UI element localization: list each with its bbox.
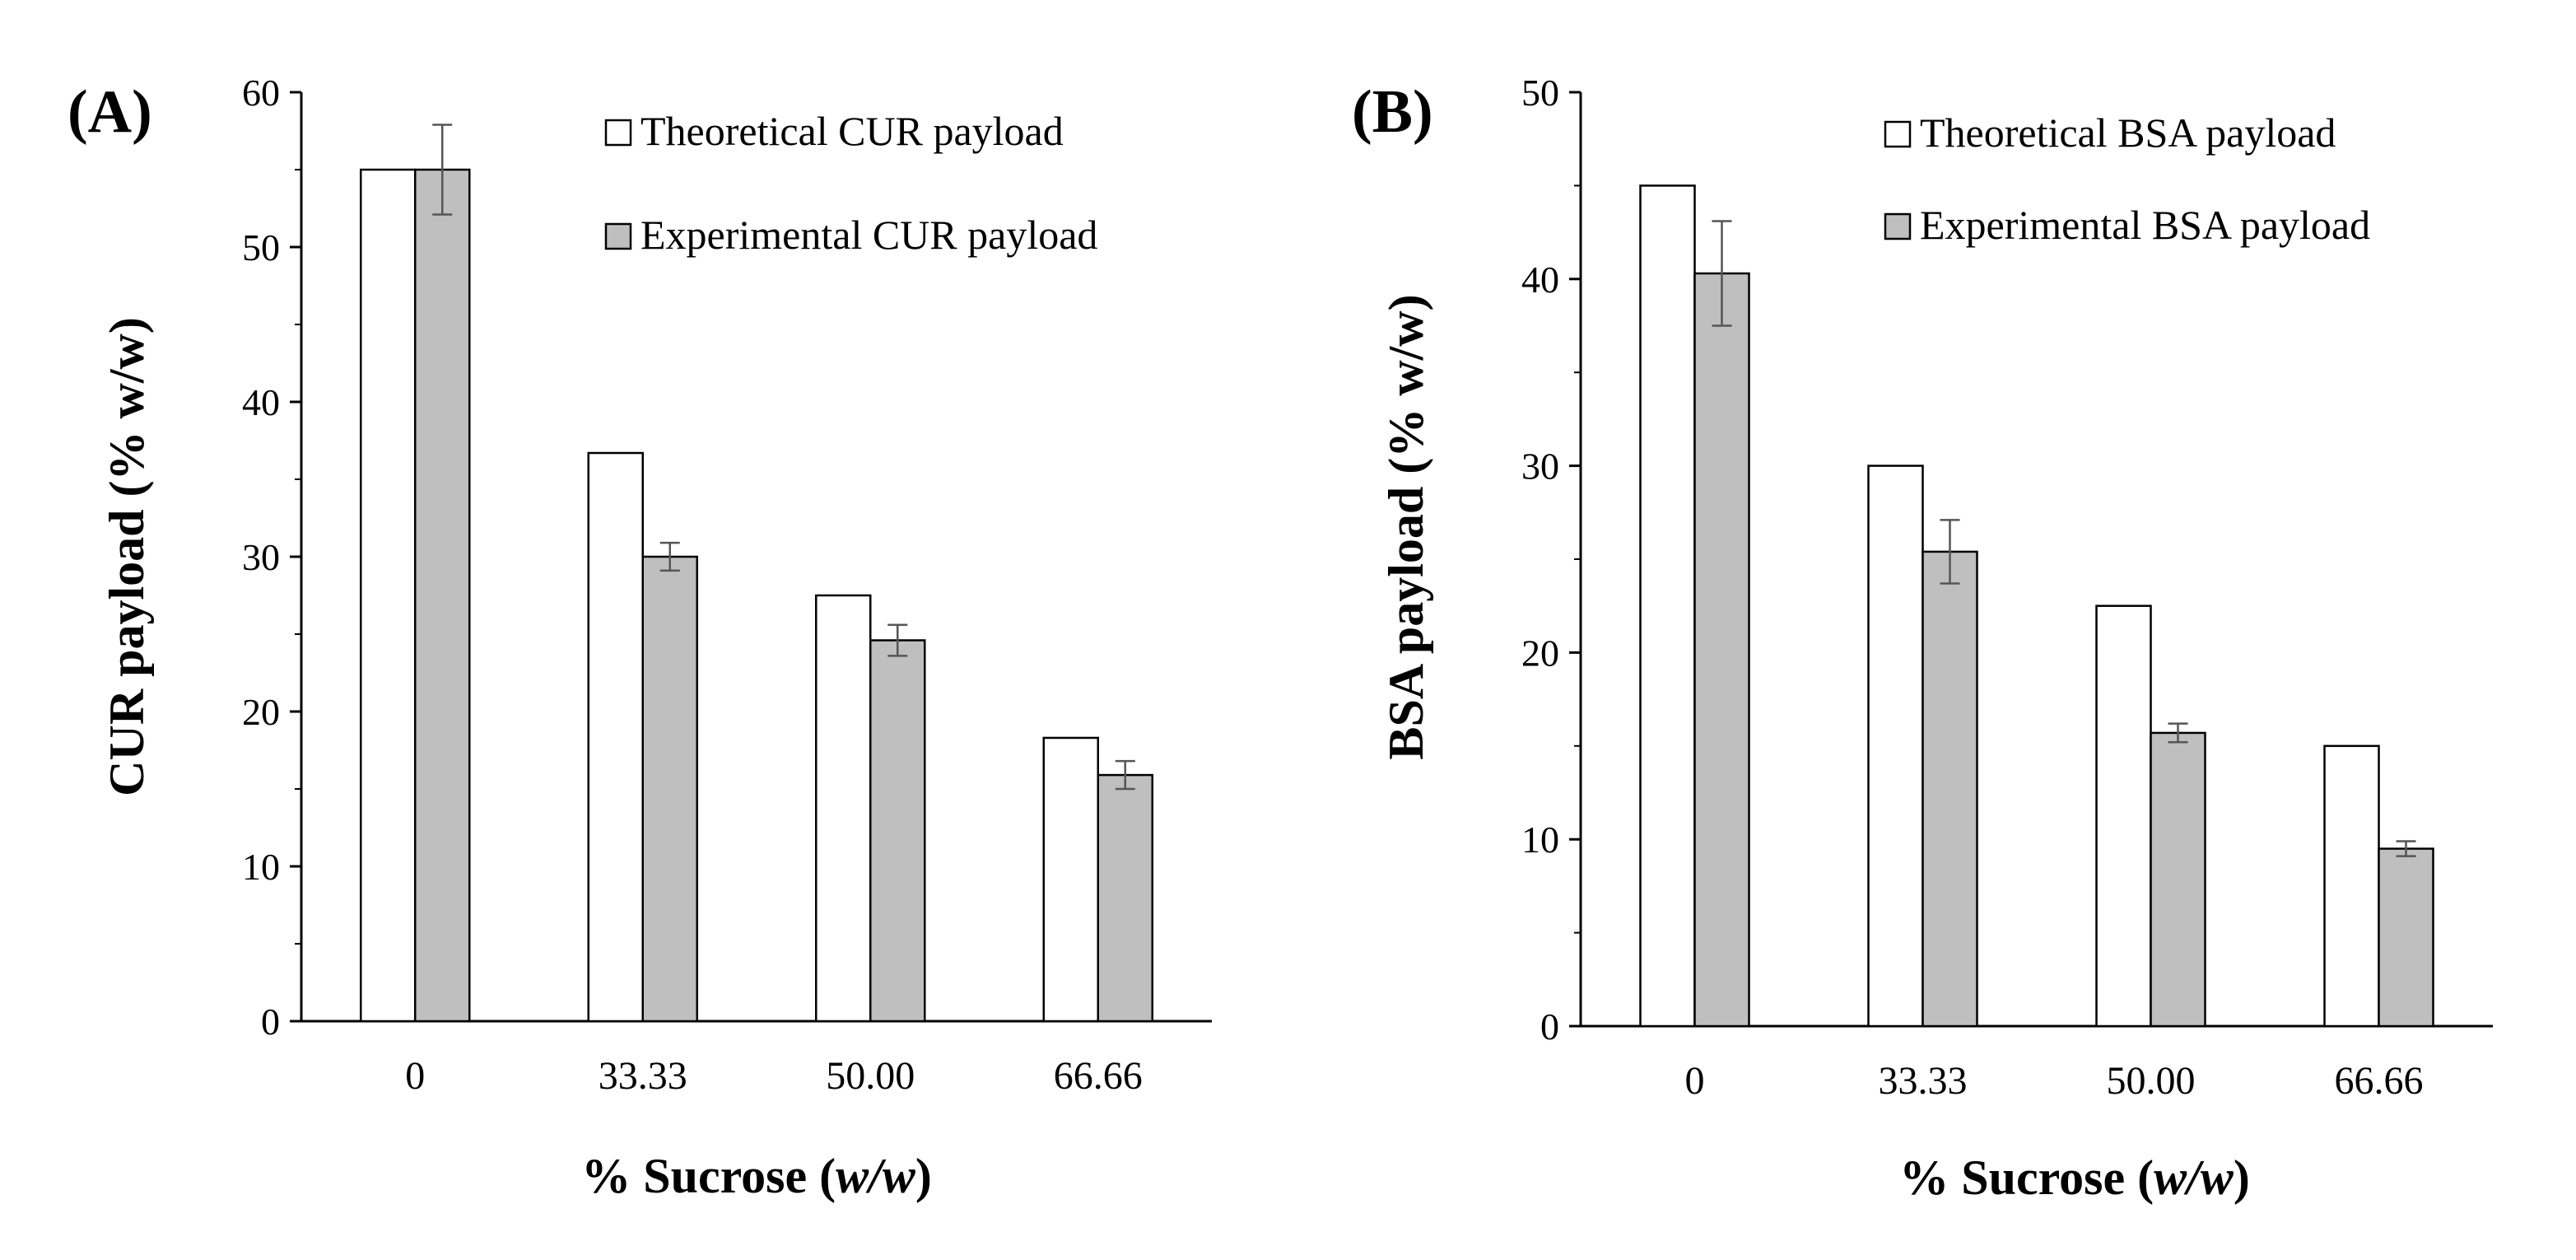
x-axis-title-italic: w/w <box>836 1149 916 1203</box>
y-tick-label: 20 <box>242 691 280 733</box>
bar-theoretical <box>2095 604 2152 1028</box>
x-tick-label: 33.33 <box>599 1054 687 1098</box>
bar-theoretical <box>815 594 872 1023</box>
x-axis-title-prefix: % Sucrose ( <box>581 1149 836 1203</box>
bar-experimental <box>641 555 698 1023</box>
y-tick-label: 60 <box>242 72 280 114</box>
x-tick-label: 0 <box>405 1054 425 1098</box>
x-axis: 0 33.33 50.00 66.66 <box>301 1020 1212 1098</box>
legend-label-theoretical: Theoretical BSA payload <box>1920 110 2336 156</box>
bar-experimental <box>2150 731 2206 1028</box>
y-tick-label: 40 <box>1521 259 1559 301</box>
y-tick-label: 0 <box>261 1001 280 1043</box>
bar-theoretical <box>360 168 417 1023</box>
bar-theoretical <box>1042 736 1099 1023</box>
legend-swatch-theoretical <box>1884 120 1912 148</box>
y-axis: 0 10 20 30 40 50 60 <box>242 72 303 1043</box>
x-axis-title-suffix: ) <box>2234 1150 2250 1205</box>
y-tick-label: 0 <box>1540 1006 1559 1048</box>
y-axis-title: BSA payload (% w/w) <box>1379 294 1433 759</box>
y-tick-label: 40 <box>242 381 280 423</box>
x-tick-label: 33.33 <box>1879 1059 1968 1103</box>
legend-swatch-theoretical <box>604 119 632 147</box>
bars <box>1639 184 2434 1028</box>
bar-experimental <box>869 639 926 1023</box>
legend: Theoretical CUR payload Experimental CUR… <box>604 108 1097 258</box>
y-tick-label: 50 <box>1521 72 1559 114</box>
y-ticks: 0 10 20 30 40 50 60 <box>242 72 301 1043</box>
y-axis-title: CUR payload (% w/w) <box>100 317 154 796</box>
x-tick-label: 50.00 <box>2107 1059 2196 1103</box>
x-axis-title-prefix: % Sucrose ( <box>1899 1150 2154 1205</box>
panel-label: (A) <box>68 78 152 146</box>
y-axis: 0 10 20 30 40 50 <box>1521 72 1582 1048</box>
y-tick-label: 30 <box>1521 446 1559 488</box>
x-axis: 0 33.33 50.00 66.66 <box>1581 1024 2493 1103</box>
y-ticks: 0 10 20 30 40 50 <box>1521 72 1581 1048</box>
x-labels: 0 33.33 50.00 66.66 <box>1685 1059 2424 1103</box>
x-tick-label: 66.66 <box>2335 1059 2424 1103</box>
bar-experimental <box>1693 272 1750 1028</box>
y-tick-label: 50 <box>242 226 280 268</box>
legend-swatch-experimental <box>604 222 632 250</box>
x-axis-title: % Sucrose (w/w) <box>581 1149 932 1203</box>
x-tick-label: 0 <box>1685 1059 1705 1103</box>
bar-theoretical <box>1867 464 1924 1028</box>
x-labels: 0 33.33 50.00 66.66 <box>405 1054 1143 1098</box>
y-tick-label: 10 <box>242 846 280 888</box>
bar-experimental <box>2378 847 2434 1028</box>
x-axis-title: % Sucrose (w/w) <box>1899 1150 2250 1205</box>
bar-experimental <box>414 168 471 1023</box>
legend-swatch-experimental <box>1884 212 1912 240</box>
legend-label-experimental: Experimental CUR payload <box>641 212 1097 258</box>
y-tick-label: 10 <box>1521 819 1559 861</box>
y-tick-label: 30 <box>242 536 280 578</box>
y-tick-label: 20 <box>1521 632 1559 674</box>
bar-theoretical <box>2323 744 2380 1028</box>
x-tick-label: 66.66 <box>1054 1054 1143 1098</box>
panel-label: (B) <box>1352 78 1433 146</box>
bar-experimental <box>1097 773 1153 1023</box>
x-axis-title-italic: w/w <box>2154 1150 2234 1205</box>
x-axis-title-suffix: ) <box>915 1149 932 1203</box>
bar-theoretical <box>1639 184 1696 1028</box>
bars <box>360 124 1153 1023</box>
legend: Theoretical BSA payload Experimental BSA… <box>1884 110 2370 248</box>
bar-experimental <box>1922 550 1978 1028</box>
chart-panel-a: (A) 0 10 20 30 40 50 60 0 33.33 50.00 66.66 CUR p… <box>68 72 1212 1203</box>
chart-panel-b: (B) 0 10 20 30 40 50 0 33.33 50.00 66.66 BSA pay… <box>1352 72 2493 1205</box>
legend-label-theoretical: Theoretical CUR payload <box>641 108 1064 154</box>
x-tick-label: 50.00 <box>826 1054 915 1098</box>
legend-label-experimental: Experimental BSA payload <box>1920 202 2370 248</box>
bar-theoretical <box>587 451 644 1023</box>
